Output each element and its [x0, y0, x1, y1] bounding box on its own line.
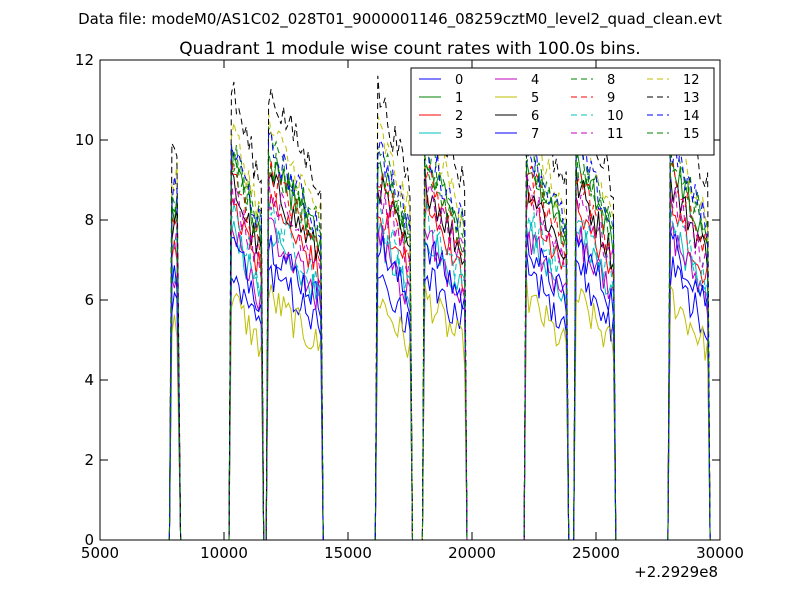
- y-tick-label: 6: [84, 291, 94, 309]
- y-tick-label: 8: [84, 211, 94, 229]
- x-tick-label: 30000: [696, 544, 744, 562]
- y-tick-label: 0: [84, 531, 94, 549]
- x-tick-label: 15000: [324, 544, 372, 562]
- x-tick-label: 5000: [81, 544, 119, 562]
- series-line-15: [168, 144, 711, 541]
- y-tick-label: 10: [75, 131, 94, 149]
- series-line-14: [168, 130, 711, 541]
- legend-label-15: 15: [683, 127, 700, 142]
- legend-label-10: 10: [607, 109, 624, 124]
- legend-label-6: 6: [531, 109, 539, 124]
- legend-label-1: 1: [455, 91, 463, 106]
- legend-label-2: 2: [455, 109, 463, 124]
- y-tick-label: 2: [84, 451, 94, 469]
- legend-label-9: 9: [607, 91, 615, 106]
- legend-box: [410, 67, 715, 156]
- legend-label-5: 5: [531, 91, 539, 106]
- x-tick-label: 10000: [200, 544, 248, 562]
- legend-label-8: 8: [607, 73, 615, 88]
- legend-label-14: 14: [683, 109, 700, 124]
- legend-label-4: 4: [531, 73, 539, 88]
- legend-label-3: 3: [455, 127, 463, 142]
- x-tick-label: 20000: [448, 544, 496, 562]
- legend-label-12: 12: [683, 73, 700, 88]
- chart-title: Quadrant 1 module wise count rates with …: [179, 39, 640, 59]
- series-line-8: [168, 125, 711, 541]
- y-tick-label: 4: [84, 371, 94, 389]
- legend-label-13: 13: [683, 91, 700, 106]
- legend-label-7: 7: [531, 127, 539, 142]
- y-tick-label: 12: [75, 51, 94, 69]
- figure-suptitle: Data file: modeM0/AS1C02_028T01_90000011…: [78, 10, 722, 29]
- x-axis-offset-label: +2.2929e8: [634, 563, 718, 581]
- legend-label-0: 0: [455, 73, 463, 88]
- x-tick-label: 25000: [572, 544, 620, 562]
- legend-label-11: 11: [607, 127, 624, 142]
